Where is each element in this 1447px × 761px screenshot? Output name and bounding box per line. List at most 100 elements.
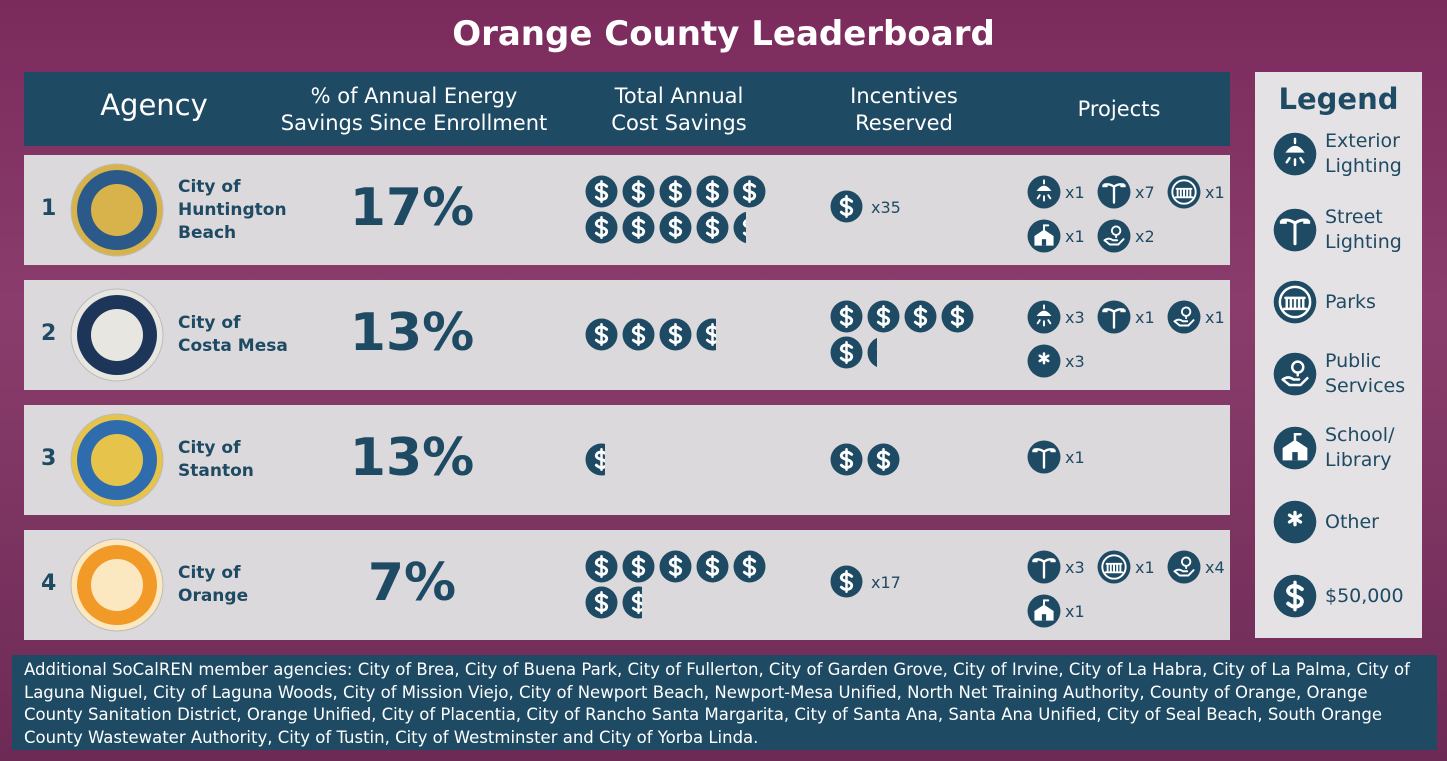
- dollar-icon: [830, 443, 863, 476]
- public-icon: [1097, 219, 1131, 253]
- dollar-icon-clip: [904, 300, 937, 333]
- dollar-icon: [733, 211, 746, 244]
- dollar-icon: [585, 211, 618, 244]
- legend-label-line: Parks: [1325, 290, 1376, 315]
- cost-savings: [585, 174, 775, 246]
- street-icon: [1027, 440, 1061, 474]
- dollar-icon: [622, 318, 655, 351]
- exterior-icon: [1027, 300, 1061, 334]
- school-icon: [1027, 594, 1061, 628]
- street-icon: [1097, 175, 1131, 209]
- dollar-icon: [867, 336, 877, 369]
- dollar-icon: [659, 550, 692, 583]
- dollar-icon: [659, 318, 692, 351]
- dollar-icon: [585, 586, 618, 619]
- header-cost: Total Annual Cost Savings: [589, 83, 769, 137]
- header-line: Incentives: [824, 83, 984, 110]
- cost-savings: [585, 317, 775, 353]
- legend-label: $50,000: [1325, 584, 1404, 609]
- rank: 2: [41, 321, 56, 346]
- dollar-icon: [622, 175, 655, 208]
- project-item: x1: [1167, 175, 1237, 209]
- project-count: x1: [1135, 558, 1155, 577]
- dollar-icon-clip: [696, 550, 729, 583]
- legend-label: Other: [1325, 510, 1379, 535]
- project-count: x3: [1065, 558, 1085, 577]
- project-item: x1: [1167, 300, 1237, 334]
- exterior-icon: [1027, 175, 1061, 209]
- header-energy: % of Annual Energy Savings Since Enrollm…: [264, 83, 564, 137]
- infographic: Orange County Leaderboard Agency % of An…: [0, 0, 1447, 761]
- dollar-icon: [830, 565, 863, 598]
- footer-text: Additional SoCalREN member agencies: Cit…: [24, 659, 1424, 749]
- legend-label-line: Other: [1325, 510, 1379, 535]
- legend-label-line: $50,000: [1325, 584, 1404, 609]
- energy-savings: 7%: [312, 553, 512, 613]
- school-icon: [1273, 426, 1317, 470]
- exterior-icon: [1273, 132, 1317, 176]
- header-line: Total Annual: [589, 83, 769, 110]
- dollar-icon: [659, 211, 692, 244]
- project-count: x1: [1065, 183, 1085, 202]
- project-count: x1: [1065, 448, 1085, 467]
- dollar-icon-clip: [696, 211, 729, 244]
- header-projects: Projects: [1044, 96, 1194, 123]
- dollar-icon-clip: [659, 211, 692, 244]
- project-item: x1: [1097, 550, 1167, 584]
- dollar-icon-clip: [830, 190, 863, 223]
- dollar-icon: [733, 175, 766, 208]
- header-line: Savings Since Enrollment: [264, 110, 564, 137]
- incentives: x17: [830, 564, 990, 600]
- project-count: x3: [1065, 352, 1085, 371]
- legend-label: School/Library: [1325, 423, 1394, 473]
- dollar-icon: [830, 336, 863, 369]
- project-item: x1: [1097, 300, 1167, 334]
- dollar-icon-clip: [867, 443, 900, 476]
- agency-seal: [69, 287, 165, 383]
- agency-seal: [69, 412, 165, 508]
- agency-name-line: City of: [178, 562, 248, 585]
- project-item: x1: [1027, 219, 1097, 253]
- agency-name-line: Huntington: [178, 199, 287, 222]
- header-agency: Agency: [74, 92, 234, 119]
- incentives: x35: [830, 189, 990, 225]
- school-icon: [1027, 219, 1061, 253]
- dollar-icon-clip: [659, 318, 692, 351]
- agency-seal: [69, 537, 165, 633]
- parks-icon: [1097, 550, 1131, 584]
- dollar-icon-clip: [622, 318, 655, 351]
- dollar-icon-clip: [622, 175, 655, 208]
- dollar-icon: [585, 318, 618, 351]
- cost-savings: [585, 549, 775, 621]
- dollar-icon: [904, 300, 937, 333]
- dollar-icon-clip: [622, 586, 642, 619]
- dollar-icon-clip: [733, 211, 746, 244]
- project-count: x1: [1065, 227, 1085, 246]
- legend-label-line: Public: [1325, 349, 1405, 374]
- table-header: Agency % of Annual Energy Savings Since …: [24, 72, 1230, 146]
- incentives: [830, 299, 990, 371]
- dollar-icon: [696, 175, 729, 208]
- dollar-icon-clip: [622, 211, 655, 244]
- dollar-icon: [585, 443, 605, 476]
- dollar-icon-clip: [867, 336, 877, 369]
- street-icon: [1273, 208, 1317, 252]
- dollar-icon-clip: [585, 550, 618, 583]
- agency-name-line: City of: [178, 176, 287, 199]
- dollar-icon-clip: [696, 175, 729, 208]
- dollar-icon: [1273, 574, 1317, 618]
- footer: Additional SoCalREN member agencies: Cit…: [12, 655, 1437, 750]
- dollar-icon-clip: [941, 300, 974, 333]
- dollar-icon-clip: [585, 175, 618, 208]
- header-line: Reserved: [824, 110, 984, 137]
- project-item: x3: [1027, 300, 1097, 334]
- dollar-icon-clip: [733, 550, 766, 583]
